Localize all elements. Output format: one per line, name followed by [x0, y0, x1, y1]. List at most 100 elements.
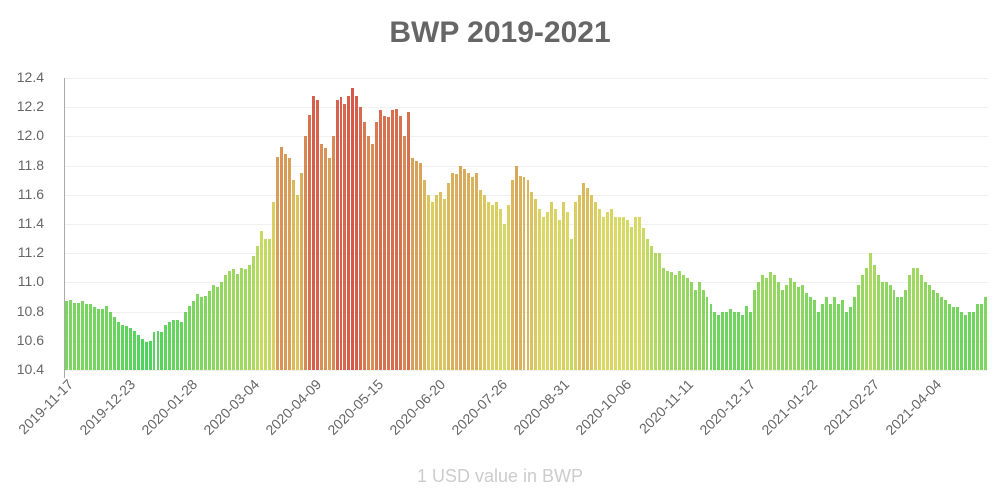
- data-bar[interactable]: [112, 317, 116, 370]
- data-bar[interactable]: [251, 256, 255, 370]
- data-bar[interactable]: [96, 308, 100, 370]
- data-bar[interactable]: [701, 289, 705, 370]
- data-bar[interactable]: [184, 311, 188, 370]
- data-bar[interactable]: [562, 202, 566, 370]
- data-bar[interactable]: [900, 297, 904, 370]
- data-bar[interactable]: [884, 282, 888, 370]
- data-bar[interactable]: [574, 202, 578, 370]
- data-bar[interactable]: [80, 301, 84, 370]
- data-bar[interactable]: [598, 209, 602, 370]
- data-bar[interactable]: [952, 307, 956, 370]
- data-bar[interactable]: [725, 311, 729, 370]
- data-bar[interactable]: [363, 121, 367, 370]
- data-bar[interactable]: [546, 212, 550, 370]
- data-bar[interactable]: [932, 289, 936, 370]
- data-bar[interactable]: [375, 121, 379, 370]
- data-bar[interactable]: [232, 269, 236, 370]
- data-bar[interactable]: [860, 275, 864, 370]
- data-bar[interactable]: [749, 311, 753, 370]
- data-bar[interactable]: [180, 321, 184, 370]
- data-bar[interactable]: [423, 180, 427, 370]
- data-bar[interactable]: [618, 216, 621, 370]
- data-bar[interactable]: [785, 285, 789, 370]
- data-bar[interactable]: [530, 191, 534, 370]
- data-bar[interactable]: [745, 305, 749, 370]
- data-bar[interactable]: [124, 326, 128, 370]
- data-bar[interactable]: [291, 180, 295, 370]
- data-bar[interactable]: [880, 282, 884, 370]
- data-bar[interactable]: [200, 297, 204, 370]
- data-bar[interactable]: [287, 158, 291, 370]
- data-bar[interactable]: [172, 320, 176, 370]
- data-bar[interactable]: [737, 311, 741, 370]
- data-bar[interactable]: [498, 209, 502, 370]
- data-bar[interactable]: [793, 282, 797, 370]
- data-bar[interactable]: [387, 117, 391, 370]
- data-bar[interactable]: [972, 311, 976, 370]
- data-bar[interactable]: [781, 289, 785, 370]
- data-bar[interactable]: [419, 162, 423, 370]
- data-bar[interactable]: [236, 273, 240, 370]
- data-bar[interactable]: [665, 270, 669, 370]
- data-bar[interactable]: [458, 165, 462, 370]
- data-bar[interactable]: [693, 289, 697, 370]
- data-bar[interactable]: [144, 342, 148, 370]
- data-bar[interactable]: [828, 304, 832, 370]
- data-bar[interactable]: [283, 153, 287, 370]
- data-bar[interactable]: [331, 136, 335, 370]
- data-bar[interactable]: [216, 286, 220, 370]
- data-bar[interactable]: [705, 297, 709, 370]
- data-bar[interactable]: [741, 314, 745, 370]
- data-bar[interactable]: [912, 267, 916, 370]
- data-bar[interactable]: [888, 285, 892, 370]
- data-bar[interactable]: [836, 304, 840, 370]
- data-bar[interactable]: [669, 272, 673, 370]
- data-bar[interactable]: [427, 194, 430, 370]
- data-bar[interactable]: [442, 199, 446, 370]
- data-bar[interactable]: [248, 264, 251, 370]
- data-bar[interactable]: [848, 307, 852, 370]
- data-bar[interactable]: [379, 110, 383, 370]
- data-bar[interactable]: [765, 278, 769, 370]
- data-bar[interactable]: [816, 311, 820, 370]
- data-bar[interactable]: [840, 299, 844, 370]
- data-bar[interactable]: [570, 238, 574, 370]
- data-bar[interactable]: [964, 314, 968, 370]
- data-bar[interactable]: [351, 88, 355, 370]
- data-bar[interactable]: [789, 278, 793, 370]
- data-bar[interactable]: [240, 267, 244, 370]
- data-bar[interactable]: [769, 272, 773, 370]
- data-bar[interactable]: [586, 187, 590, 370]
- data-bar[interactable]: [152, 332, 156, 370]
- data-bar[interactable]: [594, 202, 598, 370]
- data-bar[interactable]: [976, 304, 980, 370]
- data-bar[interactable]: [68, 299, 72, 370]
- data-bar[interactable]: [383, 115, 387, 370]
- data-bar[interactable]: [936, 292, 940, 370]
- data-bar[interactable]: [104, 305, 108, 370]
- data-bar[interactable]: [657, 253, 661, 370]
- data-bar[interactable]: [602, 216, 606, 370]
- data-bar[interactable]: [721, 311, 725, 370]
- data-bar[interactable]: [395, 108, 399, 370]
- data-bar[interactable]: [633, 216, 637, 370]
- data-bar[interactable]: [852, 297, 856, 370]
- data-bar[interactable]: [872, 264, 876, 370]
- data-bar[interactable]: [212, 285, 216, 370]
- data-bar[interactable]: [76, 302, 80, 370]
- data-bar[interactable]: [980, 304, 983, 370]
- data-bar[interactable]: [713, 311, 717, 370]
- data-bar[interactable]: [315, 99, 319, 370]
- data-bar[interactable]: [518, 175, 522, 370]
- data-bar[interactable]: [411, 158, 415, 370]
- data-bar[interactable]: [717, 314, 721, 370]
- data-bar[interactable]: [371, 143, 375, 370]
- data-bar[interactable]: [307, 114, 311, 370]
- data-bar[interactable]: [649, 245, 653, 370]
- data-bar[interactable]: [864, 267, 868, 370]
- data-bar[interactable]: [84, 304, 88, 370]
- data-bar[interactable]: [347, 95, 351, 370]
- data-bar[interactable]: [621, 216, 625, 370]
- data-bar[interactable]: [832, 297, 836, 370]
- data-bar[interactable]: [661, 267, 665, 370]
